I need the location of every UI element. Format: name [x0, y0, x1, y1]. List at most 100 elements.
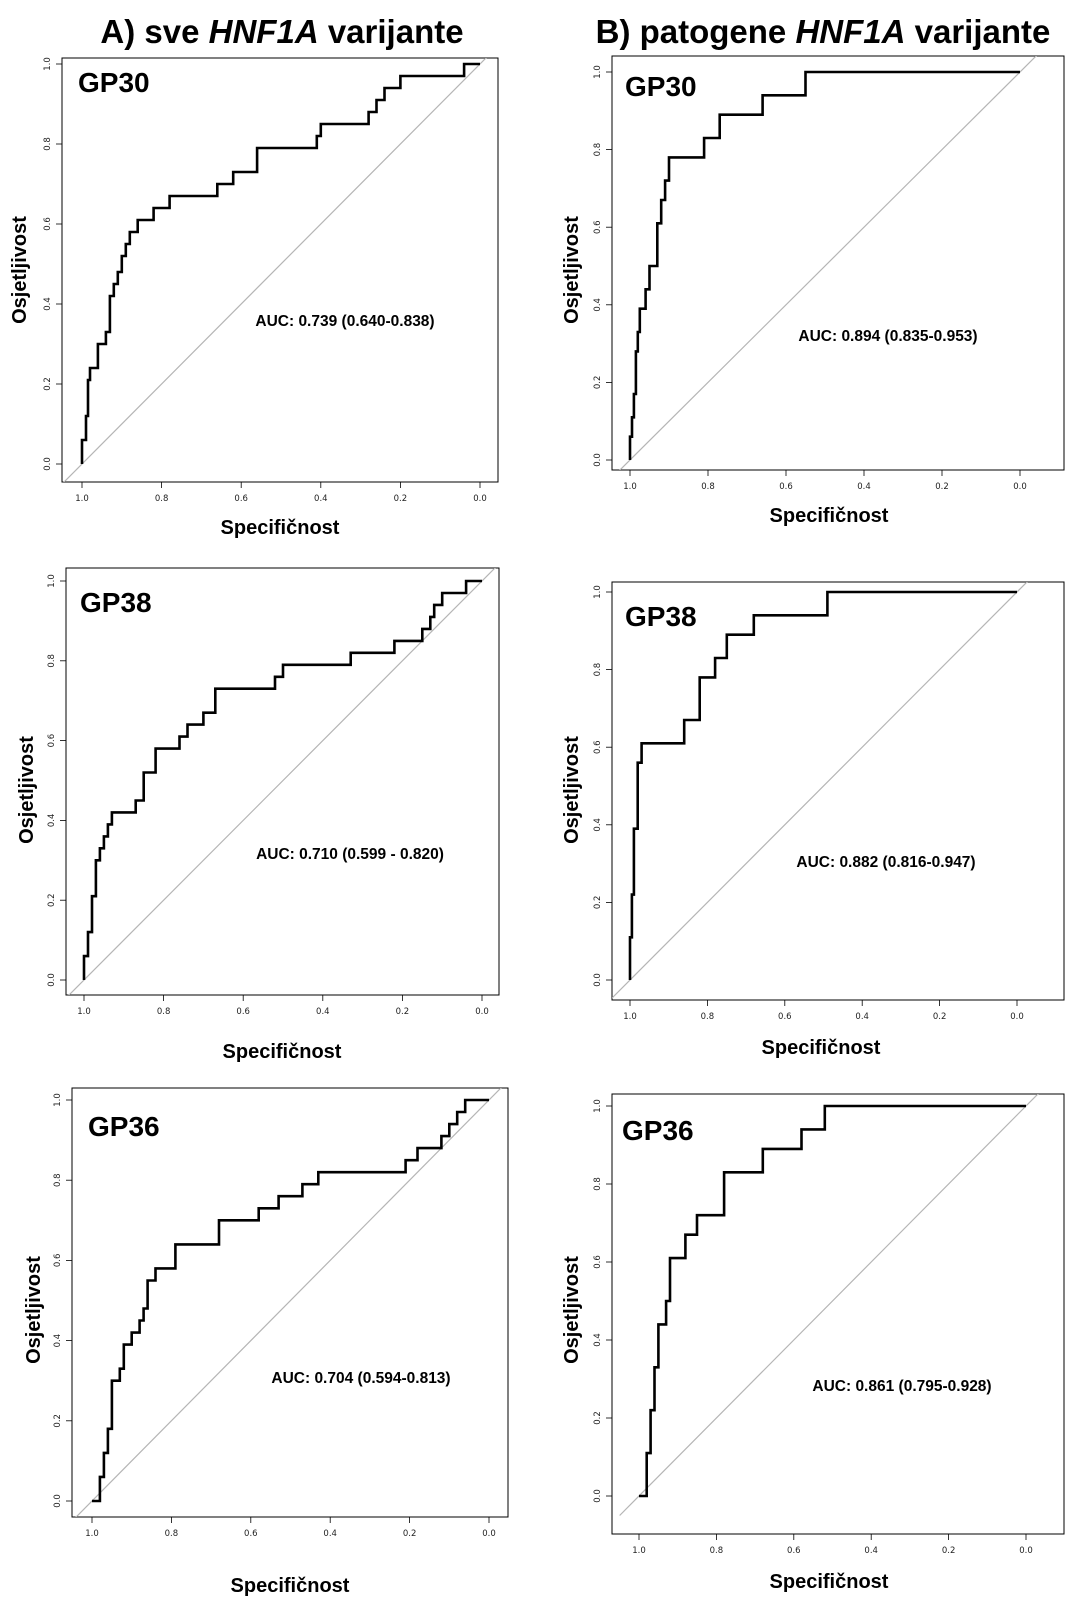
column-title-b: B) patogene HNF1A varijante	[596, 13, 1051, 50]
x-tick-label: 0.0	[1019, 1546, 1033, 1556]
y-tick-label: 0.2	[47, 893, 57, 907]
x-tick-label: 0.8	[165, 1529, 179, 1539]
reference-diagonal	[68, 568, 496, 995]
x-tick-label: 0.0	[1010, 1012, 1024, 1022]
y-tick-label: 1.0	[43, 57, 53, 71]
y-tick-label: 0.2	[593, 376, 603, 390]
y-tick-label: 1.0	[53, 1093, 63, 1107]
y-axis-label: Osjetljivost	[9, 216, 31, 324]
roc-curve	[80, 62, 480, 464]
x-tick-label: 0.2	[942, 1546, 956, 1556]
y-tick-label: 0.2	[53, 1414, 63, 1428]
y-axis-label: Osjetljivost	[23, 1256, 45, 1364]
auc-annotation: AUC: 0.894 (0.835-0.953)	[798, 328, 977, 345]
x-tick-label: 1.0	[623, 482, 637, 492]
x-tick-label: 0.2	[396, 1007, 410, 1017]
y-tick-label: 0.8	[593, 1177, 603, 1191]
column-title-b-prefix: B) patogene	[596, 13, 796, 50]
x-tick-label: 0.6	[779, 482, 793, 492]
y-tick-label: 1.0	[47, 574, 57, 588]
y-tick-label: 0.6	[47, 734, 57, 748]
auc-annotation: AUC: 0.710 (0.599 - 0.820)	[256, 846, 444, 863]
y-tick-label: 0.6	[593, 220, 603, 234]
x-tick-label: 0.6	[234, 494, 248, 504]
x-tick-label: 1.0	[85, 1529, 99, 1539]
y-tick-label: 0.2	[43, 377, 53, 391]
auc-annotation: AUC: 0.704 (0.594-0.813)	[271, 1370, 450, 1387]
column-title-a-prefix: A) sve	[100, 13, 208, 50]
x-tick-label: 0.8	[155, 494, 169, 504]
x-tick-label: 0.4	[855, 1012, 869, 1022]
reference-diagonal	[619, 56, 1037, 470]
roc-curve	[628, 70, 1020, 460]
roc-panel-gp36-b: 1.0 0.8 0.6 0.4 0.2 0.0 0.0 0.2 0.4 0.6 0.8 1.0 GP36…	[561, 1093, 1065, 1593]
roc-panel-gp38-b: 1.0 0.8 0.6 0.4 0.2 0.0 0.0 0.2 0.4 0.6 0.8 1.0 GP38…	[561, 581, 1065, 1059]
x-tick-label: 0.2	[933, 1012, 947, 1022]
y-tick-label: 0.6	[43, 217, 53, 231]
y-tick-label: 0.4	[593, 1333, 603, 1347]
y-axis-label: Osjetljivost	[561, 216, 583, 324]
x-axis-label: Specifičnost	[221, 517, 340, 539]
column-title-b-suffix: varijante	[905, 13, 1050, 50]
x-tick-label: 0.4	[314, 494, 328, 504]
y-tick-label: 0.8	[43, 137, 53, 151]
y-tick-label: 0.6	[593, 740, 603, 754]
y-axis-label: Osjetljivost	[16, 736, 38, 844]
plot-frame	[611, 55, 1065, 471]
x-tick-label: 0.6	[236, 1007, 250, 1017]
x-tick-label: 0.8	[701, 1012, 715, 1022]
x-axis-label: Specifičnost	[762, 1037, 881, 1059]
y-tick-label: 0.6	[53, 1254, 63, 1268]
column-title-b-gene: HNF1A	[795, 13, 905, 50]
roc-panel-gp38-a: 1.0 0.8 0.6 0.4 0.2 0.0 0.0 0.2 0.4 0.6 0.8 1.0 GP38…	[16, 567, 500, 1063]
reference-diagonal	[619, 1094, 1039, 1516]
panel-label: GP38	[625, 601, 697, 632]
column-title-a-gene: HNF1A	[209, 13, 319, 50]
roc-curve	[628, 590, 1017, 980]
y-tick-label: 0.4	[43, 297, 53, 311]
panel-label: GP36	[88, 1111, 160, 1142]
y-tick-label: 0.6	[593, 1255, 603, 1269]
roc-panels: 1.0 0.8 0.6 0.4 0.2 0.0 0.0 0.2 0.4 0.6 0.8 1.0 GP30…	[9, 55, 1065, 1597]
panel-label: GP38	[80, 587, 152, 618]
x-tick-label: 0.8	[701, 482, 715, 492]
x-tick-label: 0.6	[778, 1012, 792, 1022]
x-axis-label: Specifičnost	[223, 1041, 342, 1063]
y-tick-label: 0.2	[593, 896, 603, 910]
x-tick-label: 1.0	[75, 494, 89, 504]
roc-panel-gp30-a: 1.0 0.8 0.6 0.4 0.2 0.0 0.0 0.2 0.4 0.6 0.8 1.0 GP30…	[9, 57, 499, 539]
auc-annotation: AUC: 0.861 (0.795-0.928)	[812, 1378, 991, 1395]
column-title-a: A) sve HNF1A varijante	[100, 13, 463, 50]
x-tick-label: 1.0	[77, 1007, 91, 1017]
roc-curve	[92, 1098, 489, 1503]
x-tick-label: 0.6	[244, 1529, 258, 1539]
x-axis-label: Specifičnost	[231, 1575, 350, 1597]
auc-annotation: AUC: 0.882 (0.816-0.947)	[796, 854, 975, 871]
x-tick-label: 0.8	[157, 1007, 171, 1017]
x-tick-label: 0.4	[864, 1546, 878, 1556]
x-tick-label: 0.2	[394, 494, 408, 504]
x-axis-label: Specifičnost	[770, 505, 889, 527]
y-axis-label: Osjetljivost	[561, 1256, 583, 1364]
x-tick-label: 0.0	[1013, 482, 1027, 492]
x-tick-label: 0.4	[316, 1007, 330, 1017]
roc-curve	[82, 579, 482, 980]
panel-label: GP36	[622, 1115, 694, 1146]
y-tick-label: 1.0	[593, 65, 603, 79]
y-tick-label: 0.0	[53, 1494, 63, 1508]
x-tick-label: 0.0	[482, 1529, 496, 1539]
x-tick-label: 0.6	[787, 1546, 801, 1556]
y-tick-label: 0.4	[593, 298, 603, 312]
y-tick-label: 0.0	[43, 457, 53, 471]
x-tick-label: 1.0	[632, 1546, 646, 1556]
roc-panel-gp30-b: 1.0 0.8 0.6 0.4 0.2 0.0 0.0 0.2 0.4 0.6 0.8 1.0 GP30…	[561, 55, 1065, 527]
x-tick-label: 1.0	[623, 1012, 637, 1022]
y-axis-label: Osjetljivost	[561, 736, 583, 844]
y-tick-label: 0.0	[593, 453, 603, 467]
x-tick-label: 0.2	[935, 482, 949, 492]
plot-frame	[61, 57, 499, 483]
x-axis-label: Specifičnost	[770, 1571, 889, 1593]
column-title-a-suffix: varijante	[319, 13, 464, 50]
y-tick-label: 0.2	[593, 1411, 603, 1425]
y-tick-label: 0.0	[593, 1489, 603, 1503]
